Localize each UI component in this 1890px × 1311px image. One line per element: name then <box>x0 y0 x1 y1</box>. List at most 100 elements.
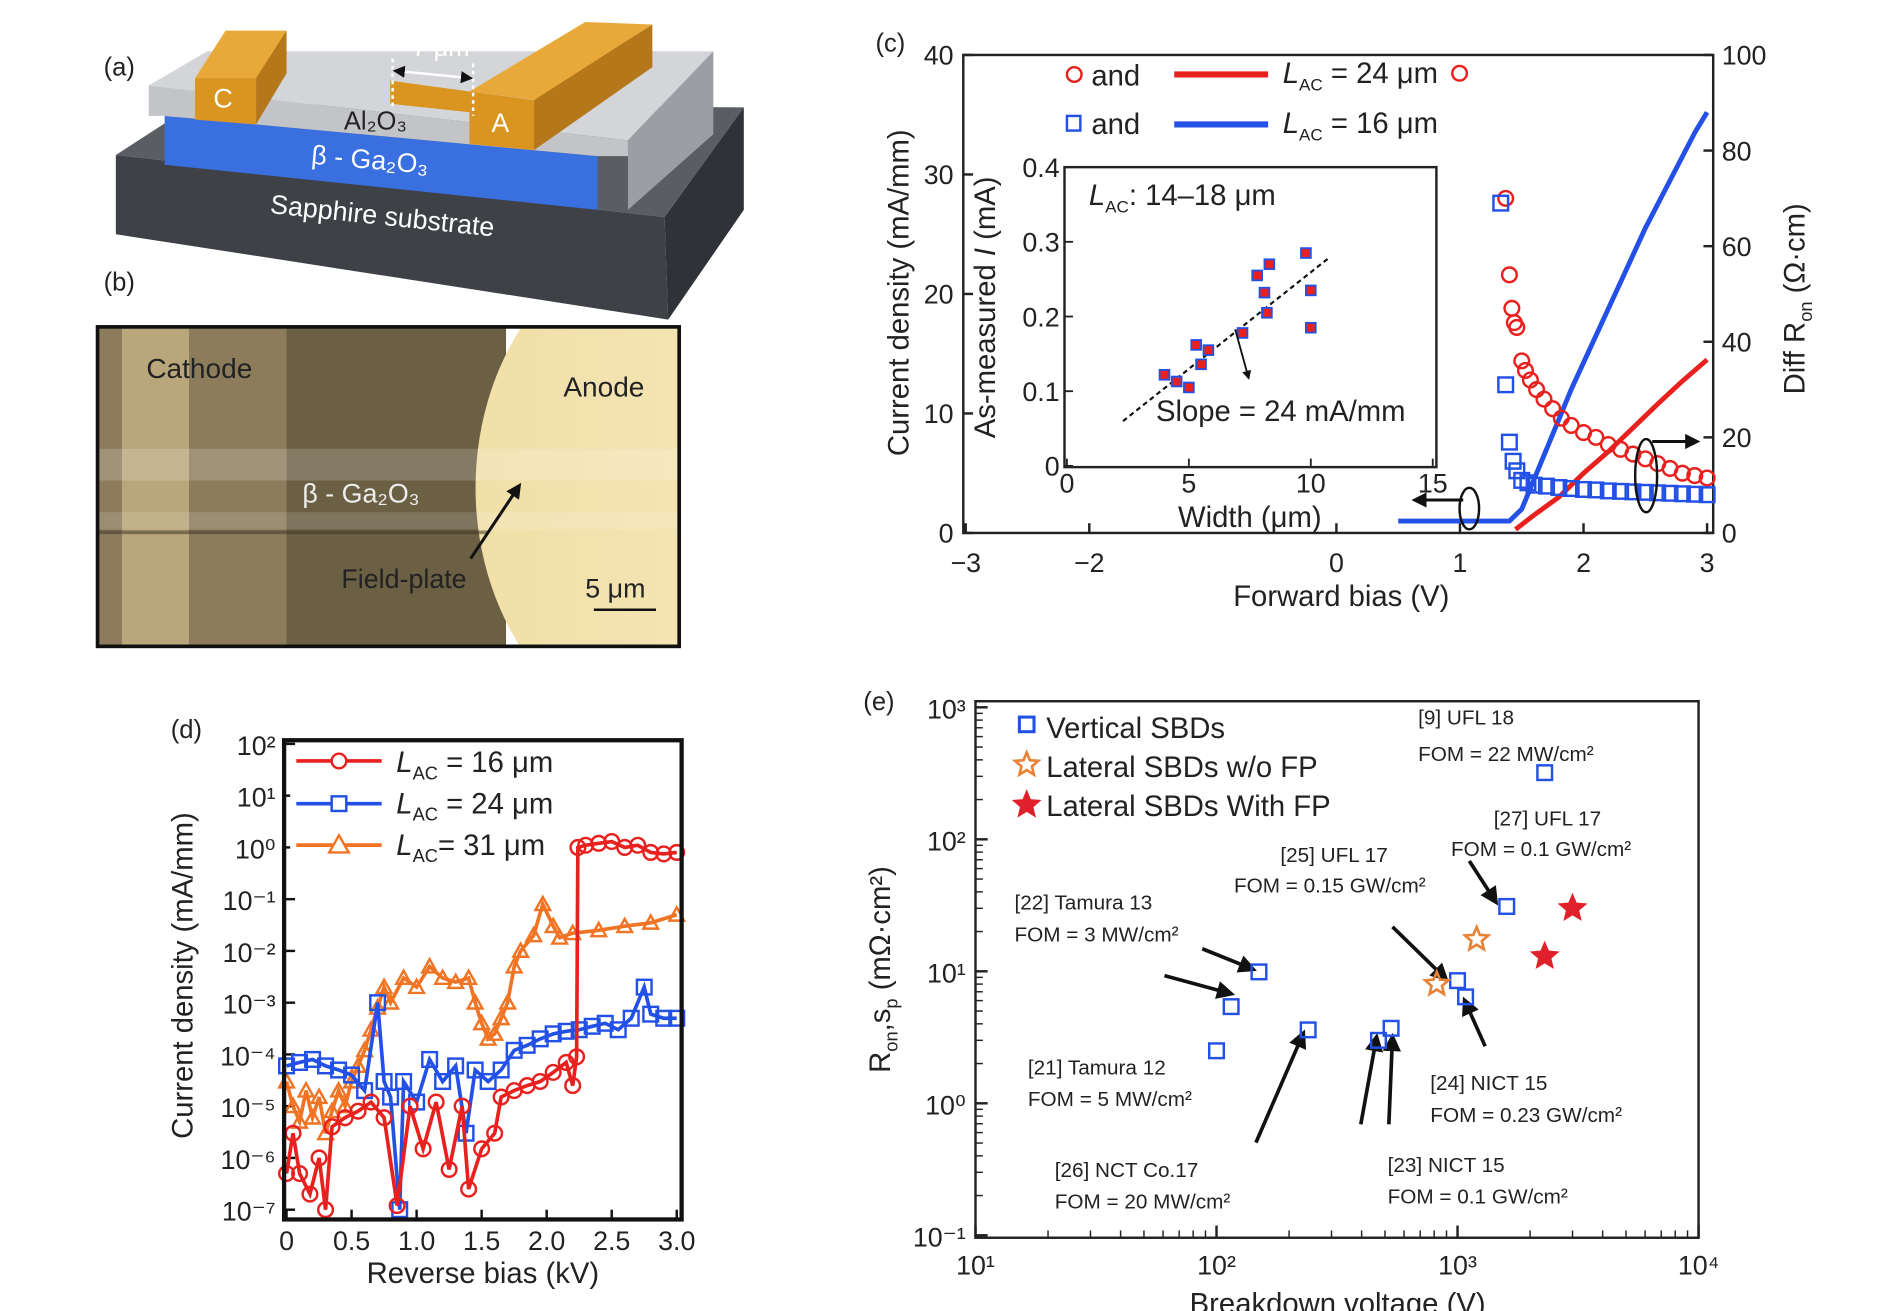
data-point-circle <box>642 843 660 861</box>
data-point-square <box>1536 764 1554 782</box>
data-point-square <box>1508 462 1526 480</box>
data-point-square <box>570 1021 588 1039</box>
inset-range-label: LAC: 14–18 μm <box>1089 180 1276 216</box>
data-point-triangle <box>296 1080 316 1098</box>
data-point-square <box>330 1061 348 1079</box>
y-tick-label: 10⁻³ <box>223 990 276 1020</box>
data-point-circle <box>1500 266 1518 284</box>
data-point-triangle <box>472 1013 492 1031</box>
annotation-fom: FOM = 0.23 GW/cm² <box>1430 1104 1622 1127</box>
data-point-square <box>531 1030 549 1048</box>
data-point-square <box>479 1072 497 1091</box>
data-point-triangle <box>355 1040 374 1058</box>
series-layer <box>1207 764 1588 1060</box>
data-point-circle <box>323 1118 341 1136</box>
data-point-triangle <box>407 977 427 995</box>
data-point-square <box>1624 483 1642 501</box>
panel-c-label: (c) <box>875 29 905 57</box>
data-point-square <box>1457 988 1475 1006</box>
data-point-circle <box>568 1048 586 1066</box>
y-tick-label: 40 <box>924 41 954 71</box>
data-point-circle <box>1516 361 1534 379</box>
inset-slope-label: Slope = 24 mA/mm <box>1156 396 1406 428</box>
legend-marker-circle <box>330 752 348 770</box>
x-tick-label: 1.5 <box>463 1226 500 1256</box>
legend-marker-star-filled <box>1011 789 1042 818</box>
data-point-circle <box>427 1093 445 1111</box>
data-point-circle <box>401 1097 419 1115</box>
dielectric-side <box>627 51 714 210</box>
micrograph-frame <box>95 325 682 649</box>
inset-x-label: Width (μm) <box>1178 502 1322 534</box>
data-point-square <box>343 1066 361 1084</box>
data-point-circle <box>1508 318 1526 336</box>
inset-data-point <box>1258 286 1271 299</box>
y-tick-label: 10⁻⁶ <box>221 1145 276 1175</box>
data-point-circle <box>655 845 673 863</box>
legend-marker-circle-end <box>1451 64 1469 82</box>
y-axis-label: Current density (mA/mm) <box>168 812 200 1139</box>
annotation-arrow <box>1382 1032 1402 1125</box>
data-point-square <box>291 1053 309 1071</box>
data-point-square <box>1382 1019 1400 1037</box>
data-point-square <box>434 1072 452 1091</box>
gap-label: 7 μm <box>412 34 469 62</box>
data-point-square <box>1222 998 1240 1016</box>
data-point-triangle <box>335 1096 355 1114</box>
axis-ticks: 10¹ 10² 10³ 10⁴ 10⁻¹ 10⁰ 10¹ 10² 10³ <box>913 694 1719 1280</box>
inset-x-tick-label: 5 <box>1181 469 1196 499</box>
y-tick-label: 10¹ <box>237 783 276 813</box>
data-point-square <box>1562 479 1580 498</box>
left-axis-indicator-ellipse <box>1458 486 1481 531</box>
data-point-circle <box>317 1201 335 1219</box>
panel-a-label: (a) <box>104 54 135 82</box>
data-point-square <box>382 1088 400 1106</box>
x-tick-label: 3 <box>1700 548 1715 578</box>
annotation-arrow <box>1391 925 1449 982</box>
panel-a-device-schematic: (a) 7 μm C A Al₂O₃ β - Ga₂O₃ Sapphire su… <box>104 22 744 320</box>
data-point-triangle <box>498 992 518 1010</box>
data-point-circle <box>1698 469 1716 487</box>
inset-y-tick-label: 0.2 <box>1022 302 1059 332</box>
x-axis-label: Forward bias (V) <box>1233 581 1449 613</box>
x-tick-label: 0.5 <box>333 1226 370 1256</box>
inset-data-point <box>1190 339 1202 351</box>
panel-b-label: (b) <box>104 268 135 296</box>
data-point-triangle <box>322 1101 342 1119</box>
data-point-square <box>1636 483 1654 501</box>
inset-x-tick-label: 15 <box>1418 469 1448 499</box>
slope-arrow <box>1234 329 1252 380</box>
x-tick-label: 2.0 <box>528 1226 565 1256</box>
panel-e-benchmark-chart: (e) 10¹ 10² 10³ 10⁴ 10⁻¹ 10⁰ 10¹ 10² 10³ Ron,sp … <box>863 688 1719 1311</box>
x-tick-label: 0 <box>279 1226 294 1256</box>
data-point-square <box>1500 433 1518 451</box>
data-point-circle <box>590 834 608 852</box>
data-point-circle <box>531 1072 549 1091</box>
cathode-label: C <box>213 83 232 113</box>
data-point-square <box>1661 484 1679 502</box>
legend-label-lateral-fp: Lateral SBDs With FP <box>1046 791 1330 823</box>
data-point-circle <box>544 1063 562 1081</box>
data-point-circle <box>301 1185 319 1203</box>
data-point-circle <box>1497 189 1515 207</box>
y-tick-label: 10⁻⁷ <box>222 1197 276 1227</box>
x-axis-label: Reverse bias (kV) <box>367 1258 599 1290</box>
y-tick-label: 30 <box>924 160 954 190</box>
data-point-square <box>1492 194 1510 212</box>
field-plate <box>390 80 470 113</box>
annotation-ref: [24] NICT 15 <box>1430 1072 1547 1095</box>
data-point-triangle <box>491 1008 511 1026</box>
series-layer <box>1398 111 1716 532</box>
annotation-fom: FOM = 0.1 GW/cm² <box>1451 838 1631 861</box>
data-point-circle <box>1587 428 1605 446</box>
y2-tick-label: 0 <box>1722 519 1737 549</box>
data-point-circle <box>1544 400 1562 418</box>
y-tick-label: 10¹ <box>927 958 966 988</box>
legend: and LAC = 24 μm and LAC = 16 μm <box>1065 58 1469 144</box>
annotation-ref: [25] UFL 17 <box>1280 844 1388 867</box>
y2-tick-label: 100 <box>1722 41 1767 71</box>
annotations: [9] UFL 18 FOM = 22 MW/cm² [27] UFL 17 F… <box>1015 706 1632 1213</box>
data-point-square <box>642 1005 660 1023</box>
data-point-square <box>317 1057 335 1075</box>
